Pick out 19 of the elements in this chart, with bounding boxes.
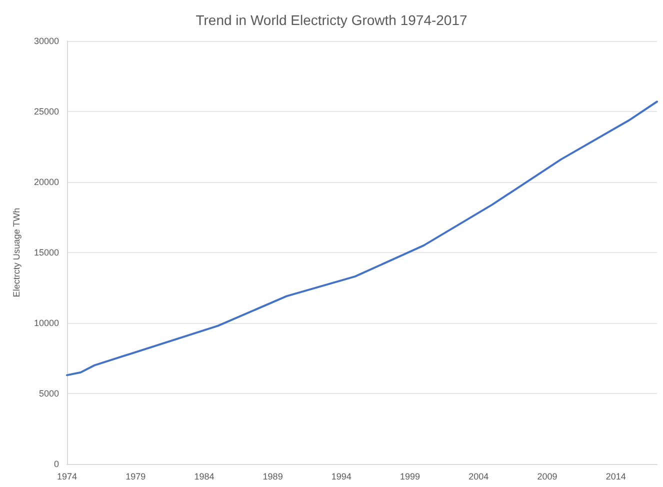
y-tick-label: 20000 bbox=[34, 177, 59, 187]
x-tick-label: 1989 bbox=[262, 472, 283, 482]
y-tick-label: 30000 bbox=[34, 36, 59, 46]
y-tick-label: 5000 bbox=[38, 388, 59, 398]
y-tick-label: 25000 bbox=[34, 106, 59, 116]
x-tick-label: 2009 bbox=[537, 472, 558, 482]
x-tick-label: 1999 bbox=[400, 472, 420, 482]
x-tick-label: 1979 bbox=[126, 472, 146, 482]
x-tick-label: 1974 bbox=[56, 472, 78, 482]
line-series bbox=[66, 100, 658, 376]
chart-title: Trend in World Electricty Growth 1974-2017 bbox=[196, 12, 468, 28]
x-tick-label: 2014 bbox=[606, 472, 626, 482]
x-tick-label: 1984 bbox=[194, 472, 214, 482]
y-tick-label: 10000 bbox=[34, 318, 59, 328]
y-axis-title: Electrcty Usuage TWh bbox=[12, 208, 22, 298]
y-tick-label: 0 bbox=[54, 459, 59, 469]
x-tick-label: 2004 bbox=[468, 472, 489, 482]
y-tick-label: 15000 bbox=[34, 248, 59, 258]
x-tick-label: 1994 bbox=[331, 472, 352, 482]
